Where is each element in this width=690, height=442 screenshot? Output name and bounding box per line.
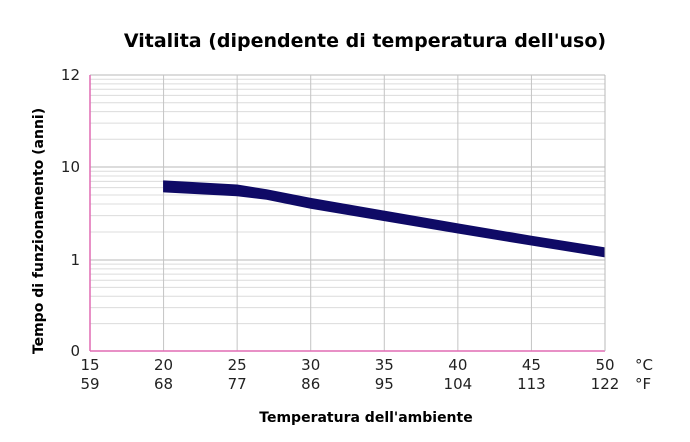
x-tick-celsius: 30 bbox=[301, 356, 320, 374]
chart-title: Vitalita (dipendente di temperatura dell… bbox=[124, 30, 606, 52]
y-axis-title: Tempo di funzionamento (anni) bbox=[31, 108, 47, 354]
tick-labels: 15 20 25 30 35 40 45 50 59 68 77 86 95 104 113 122 °C°F 0… bbox=[61, 66, 653, 393]
x-tick-fahrenheit: 68 bbox=[154, 375, 173, 393]
x-unit-fahrenheit: °F bbox=[635, 375, 651, 393]
grid bbox=[89, 74, 606, 351]
x-unit-celsius: °C bbox=[635, 356, 653, 374]
x-tick-fahrenheit: 59 bbox=[80, 375, 99, 393]
x-tick-fahrenheit: 122 bbox=[591, 375, 620, 393]
x-tick-celsius: 15 bbox=[80, 356, 99, 374]
y-tick: 12 bbox=[61, 66, 80, 84]
y-tick: 1 bbox=[70, 251, 80, 269]
y-tick: 0 bbox=[70, 342, 80, 360]
x-tick-celsius: 25 bbox=[228, 356, 247, 374]
x-tick-fahrenheit: 86 bbox=[301, 375, 320, 393]
x-tick-fahrenheit: 95 bbox=[375, 375, 394, 393]
x-tick-celsius: 45 bbox=[522, 356, 541, 374]
x-tick-celsius: 20 bbox=[154, 356, 173, 374]
y-tick: 10 bbox=[61, 158, 80, 176]
x-axis-title: Temperatura dell'ambiente bbox=[259, 410, 472, 426]
x-tick-celsius: 50 bbox=[595, 356, 614, 374]
x-tick-celsius: 40 bbox=[448, 356, 467, 374]
x-tick-celsius: 35 bbox=[375, 356, 394, 374]
x-tick-fahrenheit: 104 bbox=[444, 375, 473, 393]
x-tick-fahrenheit: 113 bbox=[517, 375, 546, 393]
axes bbox=[89, 75, 606, 352]
x-tick-fahrenheit: 77 bbox=[228, 375, 247, 393]
